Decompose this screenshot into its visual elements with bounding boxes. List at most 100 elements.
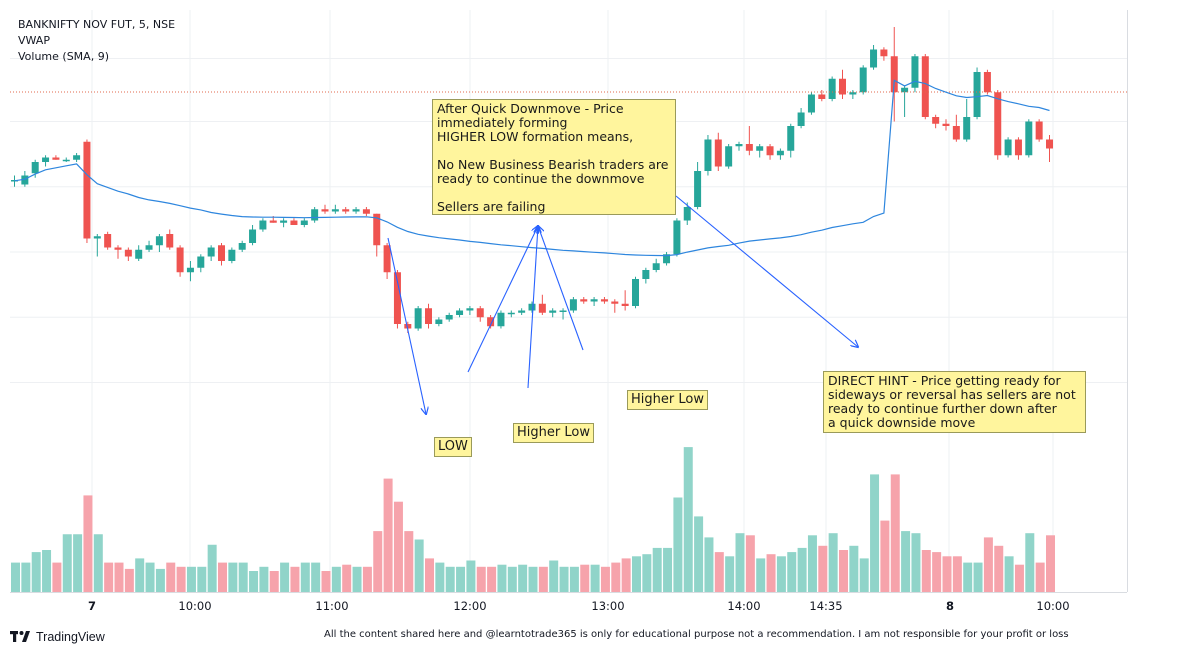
candle-body bbox=[62, 159, 70, 162]
candle bbox=[62, 157, 70, 162]
volume-bar bbox=[218, 562, 227, 592]
candle-body bbox=[435, 319, 443, 324]
note-higher-low-explanation: After Quick Downmove - Price immediately… bbox=[432, 99, 676, 215]
candle bbox=[952, 114, 960, 142]
candle bbox=[249, 225, 257, 246]
tradingview-logo[interactable]: TradingView bbox=[10, 628, 105, 646]
candle bbox=[445, 312, 453, 322]
volume-bar bbox=[663, 547, 673, 592]
candle bbox=[818, 90, 826, 102]
candle bbox=[383, 243, 391, 279]
candle bbox=[880, 47, 888, 61]
candle-body bbox=[269, 220, 277, 223]
candle-body bbox=[321, 209, 329, 212]
candle-body bbox=[249, 229, 257, 243]
candle-body bbox=[807, 94, 815, 113]
candle bbox=[280, 218, 288, 228]
volume-bar bbox=[518, 564, 528, 592]
volume-bar bbox=[787, 552, 797, 592]
volume-bar bbox=[859, 558, 869, 592]
volume-bar bbox=[1014, 564, 1024, 592]
volume-bar bbox=[300, 562, 310, 592]
volume-bar bbox=[114, 562, 124, 592]
candle-body bbox=[145, 245, 153, 250]
candle bbox=[652, 258, 660, 273]
volume-bar bbox=[673, 497, 683, 592]
candle-body bbox=[538, 303, 546, 313]
candle bbox=[197, 254, 205, 273]
volume-legend[interactable]: Volume (SMA, 9) bbox=[18, 50, 109, 63]
volume-bar bbox=[642, 554, 652, 592]
candle-body bbox=[476, 308, 484, 318]
candle bbox=[321, 204, 329, 214]
candle-body bbox=[983, 72, 991, 93]
tag-higher-low-2: Higher Low bbox=[627, 390, 708, 410]
arrow-to-hint bbox=[675, 195, 858, 347]
candle bbox=[807, 92, 815, 115]
volume-bar bbox=[135, 558, 145, 592]
vwap-legend[interactable]: VWAP bbox=[18, 34, 50, 47]
candle bbox=[497, 310, 505, 329]
candle-body bbox=[404, 324, 412, 329]
candle-body bbox=[352, 209, 360, 212]
symbol-title[interactable]: BANKNIFTY NOV FUT, 5, NSE bbox=[18, 18, 176, 31]
candle bbox=[859, 65, 867, 95]
candle bbox=[73, 153, 81, 162]
candle bbox=[93, 234, 101, 257]
volume-bar bbox=[104, 562, 114, 592]
volume-bars bbox=[11, 447, 1055, 592]
candle-body bbox=[259, 220, 267, 230]
candle bbox=[714, 132, 722, 171]
candle-body bbox=[445, 315, 453, 320]
volume-bar bbox=[445, 566, 455, 592]
candle bbox=[549, 308, 557, 318]
volume-bar bbox=[476, 566, 486, 592]
candle bbox=[600, 297, 608, 304]
candle-body bbox=[135, 249, 143, 259]
candle bbox=[238, 240, 246, 252]
volume-bar bbox=[621, 558, 631, 592]
candle-body bbox=[311, 209, 319, 221]
candle-body bbox=[124, 249, 132, 257]
volume-bar bbox=[166, 562, 176, 592]
candle bbox=[166, 229, 174, 250]
candle-body bbox=[73, 155, 81, 160]
candle-body bbox=[735, 144, 743, 147]
volume-bar bbox=[828, 533, 838, 592]
candle-body bbox=[632, 279, 639, 306]
candle-body bbox=[663, 254, 671, 264]
candle-body bbox=[952, 126, 960, 140]
candle bbox=[466, 306, 474, 315]
price-candles bbox=[11, 27, 1053, 333]
volume-bar bbox=[776, 556, 786, 592]
candle bbox=[83, 139, 91, 243]
candle bbox=[559, 308, 567, 320]
candle bbox=[839, 69, 846, 99]
candle bbox=[632, 276, 639, 309]
candle-body bbox=[694, 171, 702, 207]
candle-body bbox=[342, 209, 350, 212]
candle bbox=[611, 299, 619, 313]
candle bbox=[569, 297, 577, 313]
candle bbox=[218, 243, 225, 266]
candle-body bbox=[901, 87, 909, 93]
volume-bar bbox=[487, 566, 497, 592]
volume-bar bbox=[880, 520, 890, 592]
tradingview-brand-text: TradingView bbox=[36, 630, 105, 644]
arrow-higher-low-to-peak bbox=[527, 226, 538, 389]
volume-bar bbox=[352, 566, 362, 592]
candle-body bbox=[218, 245, 225, 261]
candle-body bbox=[114, 247, 122, 250]
candle bbox=[11, 175, 18, 187]
candle-body bbox=[973, 72, 981, 117]
volume-bar bbox=[290, 566, 300, 592]
right-scale-edge bbox=[1127, 10, 1128, 592]
candle-body bbox=[704, 139, 712, 171]
volume-bar bbox=[973, 562, 983, 592]
candle-body bbox=[383, 245, 391, 273]
x-axis-tick-label: 10:00 bbox=[1036, 599, 1069, 613]
arrow-higher-low-2-to-peak bbox=[538, 226, 584, 351]
candle bbox=[290, 218, 298, 225]
volume-bar bbox=[632, 556, 641, 592]
volume-bar bbox=[942, 556, 952, 592]
